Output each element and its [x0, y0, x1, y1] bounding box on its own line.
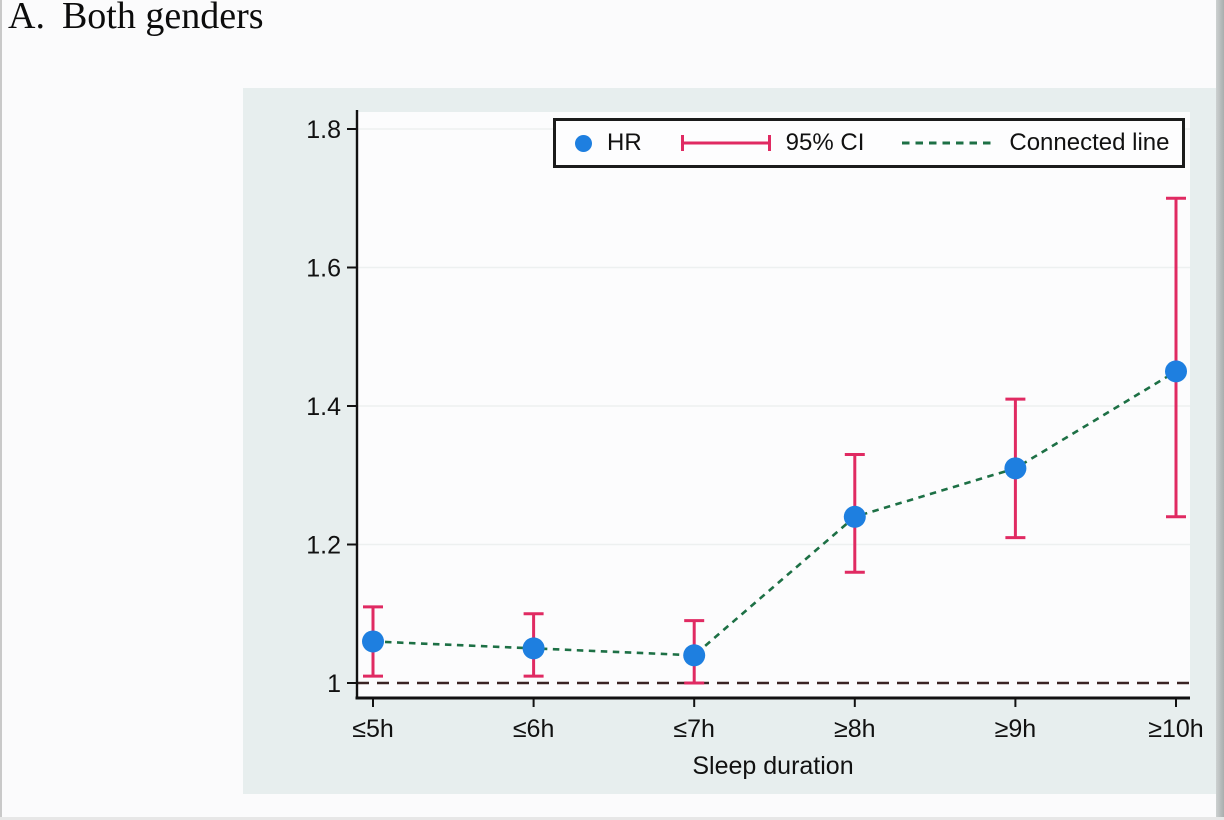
hr-point [1004, 457, 1027, 480]
connected-line [372, 370, 1177, 657]
window-bottom-edge [0, 817, 1224, 820]
hr-sleep-duration-chart: 1 1.2 1.4 1.6 1.8 ≤5h ≤6h ≤7h ≥8h ≥9h ≥10h Sleep d… [306, 110, 1204, 780]
window-left-edge [0, 0, 2, 820]
legend-ci-label: 95% CI [785, 129, 865, 156]
figure-title: A. Both genders [8, 0, 264, 38]
hr-point [843, 505, 866, 528]
hr-point [683, 644, 706, 667]
y-tick-label: 1.6 [306, 255, 341, 283]
y-tick-label: 1 [327, 670, 341, 698]
tick-marks [347, 128, 1177, 707]
hr-point [522, 637, 545, 660]
y-tick-label: 1.2 [306, 532, 341, 560]
hr-point [1165, 360, 1187, 383]
data-series [362, 196, 1187, 685]
x-tick-label: ≤6h [513, 715, 555, 743]
y-tick-label: 1.8 [306, 116, 341, 144]
connected-line-icon [902, 141, 996, 145]
legend-box: HR 95% CI Connected line [553, 118, 1185, 168]
x-tick-label: ≤7h [673, 715, 715, 743]
axes [355, 110, 1190, 700]
tick-labels: 1 1.2 1.4 1.6 1.8 ≤5h ≤6h ≤7h ≥8h ≥9h ≥10h [306, 116, 1203, 743]
hr-point [362, 630, 384, 653]
figure-title-text: Both genders [61, 0, 264, 37]
figure-title-prefix: A. [8, 0, 45, 37]
x-tick-label: ≥9h [995, 715, 1037, 743]
x-tick-label: ≤5h [352, 715, 394, 743]
legend-line-label: Connected line [1009, 129, 1170, 156]
legend-hr-label: HR [607, 129, 642, 156]
ci-errorbar-icon [680, 135, 771, 151]
y-tick-label: 1.4 [306, 393, 341, 421]
chart-panel: 1 1.2 1.4 1.6 1.8 ≤5h ≤6h ≤7h ≥8h ≥9h ≥10h Sleep d… [243, 88, 1216, 794]
x-tick-label: ≥8h [834, 715, 876, 743]
x-axis-title: Sleep duration [692, 752, 853, 780]
window-right-gutter [1216, 0, 1224, 820]
hr-marker-icon [575, 134, 592, 152]
x-tick-label: ≥10h [1148, 715, 1203, 743]
plot-area [357, 112, 1190, 698]
